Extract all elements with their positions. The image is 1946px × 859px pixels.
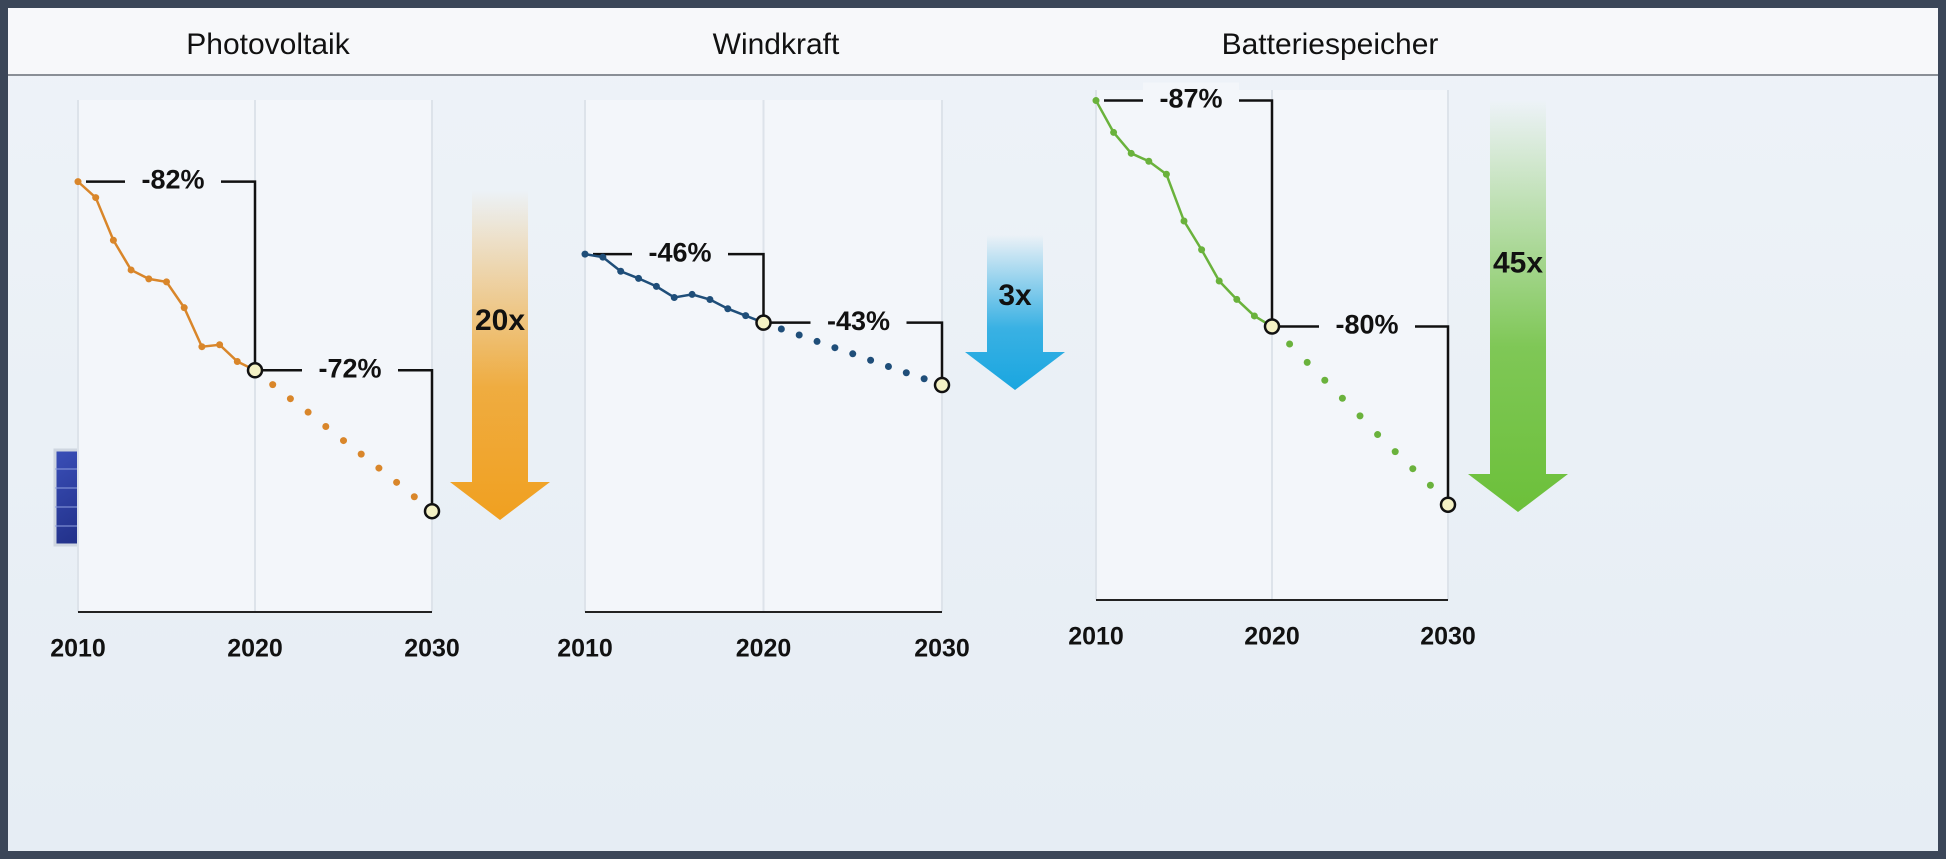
point [1250, 312, 1258, 320]
point [1127, 149, 1135, 157]
point [849, 350, 857, 358]
point [617, 267, 625, 275]
point [867, 356, 875, 364]
point [1409, 465, 1417, 473]
point [410, 493, 418, 501]
point [1321, 376, 1329, 384]
chart-title: Windkraft [713, 28, 840, 61]
point [920, 375, 928, 383]
x-tick-label: 2020 [227, 635, 283, 663]
milestone-marker [246, 362, 264, 379]
arrow-label: 20x [475, 304, 525, 337]
reduction-arrow [1468, 100, 1568, 512]
arrow-label: 45x [1493, 247, 1543, 280]
milestone-marker [755, 314, 772, 331]
point [198, 343, 206, 351]
annotation-bg [125, 163, 221, 200]
arrow-label: 3x [998, 279, 1032, 312]
point [1198, 246, 1206, 254]
point [127, 266, 135, 274]
point [795, 331, 803, 339]
point [724, 305, 732, 313]
point [706, 295, 714, 303]
point [357, 450, 365, 458]
point [163, 278, 170, 286]
annotation-label: -80% [1335, 310, 1398, 340]
point [1338, 394, 1346, 402]
annotation-label: -46% [648, 237, 711, 267]
point [1426, 481, 1434, 489]
point [74, 178, 82, 186]
point [813, 337, 821, 345]
point [1374, 431, 1382, 439]
point [375, 464, 383, 472]
annotation-label: -82% [141, 165, 204, 195]
point [340, 437, 347, 445]
point [233, 357, 241, 365]
annotation-label: -87% [1159, 84, 1222, 114]
annotation-bg [1143, 82, 1239, 119]
point [581, 250, 589, 258]
point [286, 395, 294, 403]
point [670, 293, 678, 301]
point [777, 325, 785, 333]
point [145, 275, 153, 283]
point [180, 304, 188, 312]
point [322, 422, 330, 430]
chart-title: Photovoltaik [186, 28, 350, 61]
point [742, 312, 750, 320]
point [831, 344, 839, 352]
annotation-bg [1319, 308, 1415, 345]
milestone-marker [423, 502, 441, 520]
point [635, 274, 643, 282]
annotation-bg [810, 304, 907, 341]
x-tick-label: 2020 [736, 635, 792, 663]
x-tick-label: 2020 [1244, 623, 1300, 651]
point [599, 253, 607, 261]
annotation-label: -72% [318, 353, 381, 383]
milestone-marker [933, 376, 951, 394]
point [1110, 128, 1118, 136]
point [1215, 277, 1223, 285]
chart-title: Batteriespeicher [1222, 28, 1439, 61]
point [1303, 358, 1311, 366]
x-tick-label: 2030 [914, 635, 970, 663]
point [1286, 340, 1294, 348]
point [393, 478, 401, 486]
x-tick-label: 2030 [1420, 623, 1476, 651]
point [1145, 157, 1153, 165]
point [1162, 170, 1170, 178]
point [216, 341, 224, 349]
reduction-arrow [450, 190, 550, 520]
x-tick-label: 2010 [557, 635, 613, 663]
point [884, 362, 892, 370]
annotation-bg [632, 236, 728, 273]
x-tick-label: 2010 [50, 635, 106, 663]
point [304, 408, 312, 416]
annotation-bg [302, 352, 398, 389]
point [1092, 97, 1100, 105]
header [8, 8, 1938, 75]
point [269, 381, 277, 389]
point [902, 369, 910, 377]
x-tick-label: 2030 [404, 635, 460, 663]
reduction-arrow [965, 235, 1065, 390]
milestone-marker [1263, 318, 1281, 335]
point [652, 282, 660, 290]
point [688, 290, 696, 298]
point [92, 194, 100, 202]
point [1180, 217, 1188, 225]
point [1391, 448, 1399, 456]
point [1356, 412, 1364, 420]
x-tick-label: 2010 [1068, 623, 1124, 651]
point [109, 236, 117, 244]
point [1233, 295, 1241, 303]
annotation-label: -43% [827, 306, 890, 336]
milestone-marker [1439, 496, 1457, 513]
